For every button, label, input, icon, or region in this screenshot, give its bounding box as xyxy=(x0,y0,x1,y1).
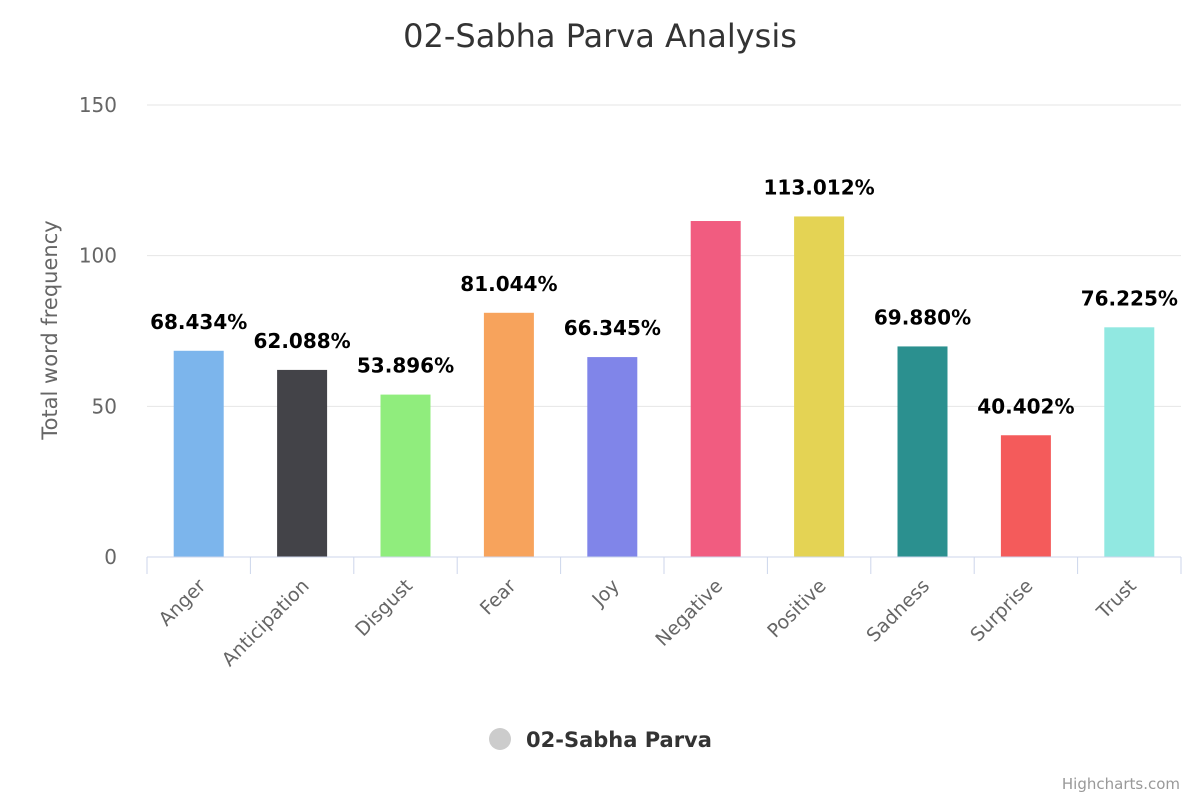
y-tick-label: 50 xyxy=(92,394,117,418)
bar-sadness[interactable] xyxy=(897,346,948,557)
data-label-surprise: 40.402% xyxy=(977,394,1074,418)
data-label-anger: 68.434% xyxy=(150,310,247,334)
bar-surprise[interactable] xyxy=(1000,435,1051,557)
data-labels: 68.434%62.088% 53.896% 81.044% 66.345% 113.0… xyxy=(150,175,1178,418)
legend[interactable]: 02-Sabha Parva xyxy=(489,728,712,752)
y-axis-ticks: 0 50 100 150 xyxy=(79,93,117,569)
x-tick-label: Joy xyxy=(587,575,623,611)
x-tick-label: Fear xyxy=(476,575,521,620)
x-tick-label: Anger xyxy=(155,575,211,631)
credits-link[interactable]: Highcharts.com xyxy=(1062,775,1180,793)
bars xyxy=(173,216,1155,558)
legend-label[interactable]: 02-Sabha Parva xyxy=(526,728,712,752)
x-axis-ticks: Anger Anticipation Disgust Fear Joy Negative P… xyxy=(146,557,1182,671)
data-label-positive: 113.012% xyxy=(764,175,875,199)
data-label-joy: 66.345% xyxy=(564,316,661,340)
data-label-anticipation: 62.088% xyxy=(253,329,350,353)
x-tick-label: Sadness xyxy=(862,575,934,647)
data-label-sadness: 69.880% xyxy=(874,305,971,329)
chart-title: 02-Sabha Parva Analysis xyxy=(403,17,797,55)
data-label-trust: 76.225% xyxy=(1081,286,1178,310)
bar-positive[interactable] xyxy=(794,216,845,558)
bar-anger[interactable] xyxy=(173,350,224,557)
grid-lines xyxy=(147,104,1181,407)
x-tick-label: Positive xyxy=(763,575,830,642)
bar-anticipation[interactable] xyxy=(277,369,328,557)
legend-marker xyxy=(489,728,511,750)
x-tick-label: Disgust xyxy=(351,575,417,641)
bar-trust[interactable] xyxy=(1104,327,1155,557)
x-tick-label: Negative xyxy=(651,575,727,651)
x-tick-label: Anticipation xyxy=(218,575,314,671)
bar-fear[interactable] xyxy=(483,312,534,557)
y-tick-label: 150 xyxy=(79,93,117,117)
bar-joy[interactable] xyxy=(587,357,638,557)
data-label-disgust: 53.896% xyxy=(357,354,454,378)
y-axis-title: Total word frequency xyxy=(38,220,62,440)
data-label-fear: 81.044% xyxy=(460,272,557,296)
bar-negative[interactable] xyxy=(690,221,741,557)
x-tick-label: Surprise xyxy=(966,575,1037,646)
y-tick-label: 100 xyxy=(79,244,117,268)
x-tick-label: Trust xyxy=(1092,575,1141,624)
y-tick-label: 0 xyxy=(104,545,117,569)
bar-disgust[interactable] xyxy=(380,394,431,557)
